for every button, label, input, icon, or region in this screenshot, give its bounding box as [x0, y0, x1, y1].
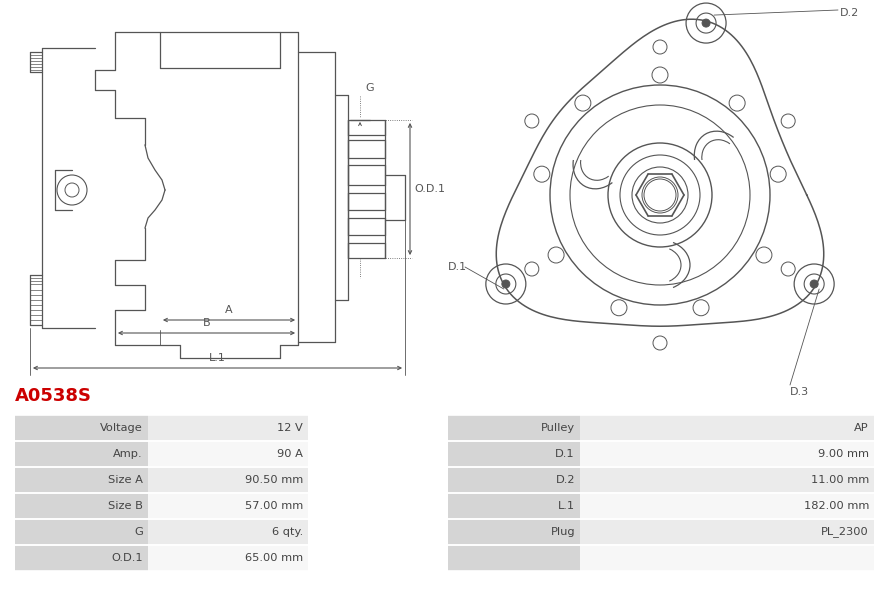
Bar [580, 545, 874, 571]
Bar [15, 467, 148, 493]
Text: 9.00 mm: 9.00 mm [818, 449, 869, 459]
Circle shape [810, 280, 818, 288]
Text: L.1: L.1 [558, 501, 575, 511]
Text: G: G [365, 83, 373, 93]
Bar [148, 441, 308, 467]
Text: G: G [134, 527, 143, 537]
Bar [448, 493, 580, 519]
Bar [580, 493, 874, 519]
Bar [148, 493, 308, 519]
Text: 90 A: 90 A [277, 449, 303, 459]
Bar [580, 441, 874, 467]
Text: L.1: L.1 [209, 353, 226, 363]
Text: D.2: D.2 [556, 475, 575, 485]
Bar [580, 519, 874, 545]
Bar [15, 493, 148, 519]
Text: Amp.: Amp. [114, 449, 143, 459]
Bar [148, 545, 308, 571]
Circle shape [702, 19, 710, 27]
Text: 65.00 mm: 65.00 mm [244, 553, 303, 563]
Text: O.D.1: O.D.1 [111, 553, 143, 563]
Text: D.1: D.1 [556, 449, 575, 459]
Text: D.1: D.1 [448, 262, 467, 272]
Text: 12 V: 12 V [277, 423, 303, 433]
Text: A0538S: A0538S [15, 387, 92, 405]
Text: 57.00 mm: 57.00 mm [244, 501, 303, 511]
Text: B: B [203, 318, 211, 328]
Text: D.3: D.3 [790, 387, 809, 397]
Text: 90.50 mm: 90.50 mm [244, 475, 303, 485]
Bar [15, 545, 148, 571]
Text: D.2: D.2 [840, 8, 860, 18]
Text: 182.00 mm: 182.00 mm [804, 501, 869, 511]
Text: 11.00 mm: 11.00 mm [811, 475, 869, 485]
Bar [580, 467, 874, 493]
Circle shape [502, 280, 510, 288]
Bar [148, 519, 308, 545]
Text: Voltage: Voltage [100, 423, 143, 433]
Text: Size A: Size A [108, 475, 143, 485]
Bar [448, 415, 580, 441]
Bar [15, 415, 148, 441]
Bar [448, 519, 580, 545]
Text: 6 qty.: 6 qty. [272, 527, 303, 537]
Text: Size B: Size B [108, 501, 143, 511]
Bar [448, 467, 580, 493]
Bar [448, 441, 580, 467]
Bar [448, 545, 580, 571]
Bar [148, 467, 308, 493]
Text: PL_2300: PL_2300 [821, 526, 869, 538]
Text: Pulley: Pulley [541, 423, 575, 433]
Bar [15, 519, 148, 545]
Bar [580, 415, 874, 441]
Text: Plug: Plug [550, 527, 575, 537]
Text: O.D.1: O.D.1 [414, 184, 445, 194]
Bar [148, 415, 308, 441]
Text: AP: AP [854, 423, 869, 433]
Bar [15, 441, 148, 467]
Text: A: A [225, 305, 233, 315]
